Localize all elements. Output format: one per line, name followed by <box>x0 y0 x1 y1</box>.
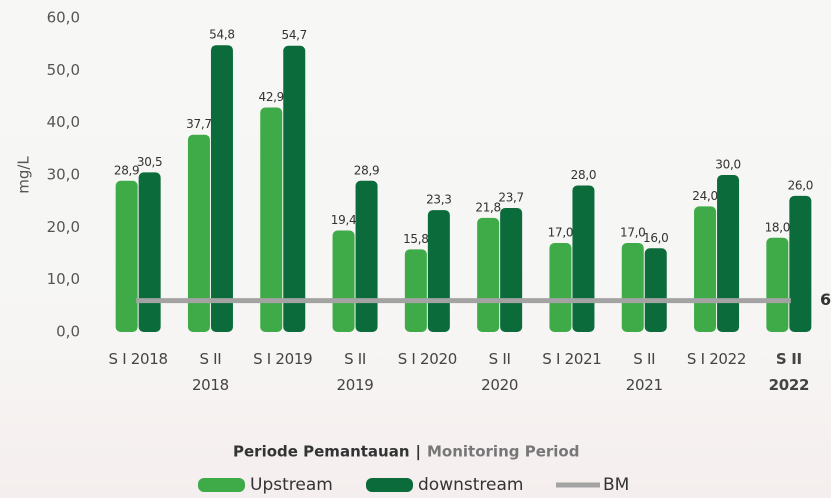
x-tick-label: S I 2022 <box>686 350 747 368</box>
value-label: 54,7 <box>281 28 307 42</box>
bar <box>115 180 138 332</box>
x-tick-label: S I 2021 <box>542 350 602 368</box>
reference-label: 6 <box>820 290 831 309</box>
value-label: 23,7 <box>498 190 524 204</box>
bar <box>404 249 427 332</box>
x-tick-label: S II 2021 <box>625 350 663 394</box>
bar <box>210 45 233 333</box>
x-tick-label: S I 2019 <box>253 350 313 368</box>
bar <box>477 217 500 332</box>
legend-label: BM <box>603 475 629 495</box>
bar <box>355 180 378 332</box>
y-axis-label: mg/L <box>15 156 33 194</box>
y-tick-label: 0,0 <box>56 323 80 341</box>
x-axis-separator: | <box>416 443 421 462</box>
y-tick-label: 60,0 <box>47 9 80 27</box>
x-tick-label: S II 2019 <box>336 350 374 394</box>
x-tick-label: S II 2020 <box>481 350 519 394</box>
value-label: 16,0 <box>643 231 669 245</box>
bar <box>644 248 667 332</box>
y-tick-label: 20,0 <box>47 218 80 236</box>
value-label: 28,0 <box>571 168 597 182</box>
value-label: 28,9 <box>354 163 380 177</box>
bar <box>138 172 161 332</box>
bar <box>694 206 717 332</box>
value-label: 26,0 <box>788 178 814 192</box>
value-label: 21,8 <box>475 200 501 214</box>
value-label: 18,0 <box>765 220 791 234</box>
value-label: 30,5 <box>137 155 163 169</box>
bar <box>549 243 572 332</box>
bar <box>572 185 595 332</box>
y-tick-label: 40,0 <box>47 113 80 131</box>
bar <box>427 210 450 332</box>
x-tick-label: S II 2018 <box>191 350 229 394</box>
y-tick-label: 30,0 <box>47 166 80 184</box>
bar <box>332 230 355 332</box>
legend-swatch <box>198 478 245 492</box>
bar <box>283 45 306 333</box>
y-tick-label: 50,0 <box>47 61 80 79</box>
value-label: 15,8 <box>403 232 429 246</box>
bar <box>621 243 644 332</box>
value-label: 30,0 <box>715 158 741 172</box>
value-label: 19,4 <box>331 213 357 227</box>
value-label: 23,3 <box>426 193 452 207</box>
bar <box>260 107 283 333</box>
bar <box>500 207 523 332</box>
bar <box>789 195 812 332</box>
x-tick-label: S I 2018 <box>108 350 169 368</box>
value-label: 54,8 <box>209 28 235 42</box>
bar <box>717 175 740 332</box>
legend-label: Upstream <box>250 475 333 495</box>
legend-swatch <box>366 478 413 492</box>
value-label: 17,0 <box>620 226 646 240</box>
x-tick-label: S II 2022 <box>768 350 810 394</box>
x-tick-label: S I 2020 <box>397 350 458 368</box>
legend-label: downstream <box>418 475 523 495</box>
value-label: 24,0 <box>692 189 718 203</box>
value-label: 42,9 <box>258 90 284 104</box>
value-label: 37,7 <box>186 117 212 131</box>
x-axis-title-en: Monitoring Period <box>427 443 579 461</box>
bar <box>187 134 210 332</box>
value-label: 28,9 <box>114 163 140 177</box>
x-axis-title: Periode Pemantauan <box>233 443 410 461</box>
value-label: 17,0 <box>548 226 574 240</box>
y-tick-label: 10,0 <box>47 270 80 288</box>
bar <box>766 237 789 332</box>
